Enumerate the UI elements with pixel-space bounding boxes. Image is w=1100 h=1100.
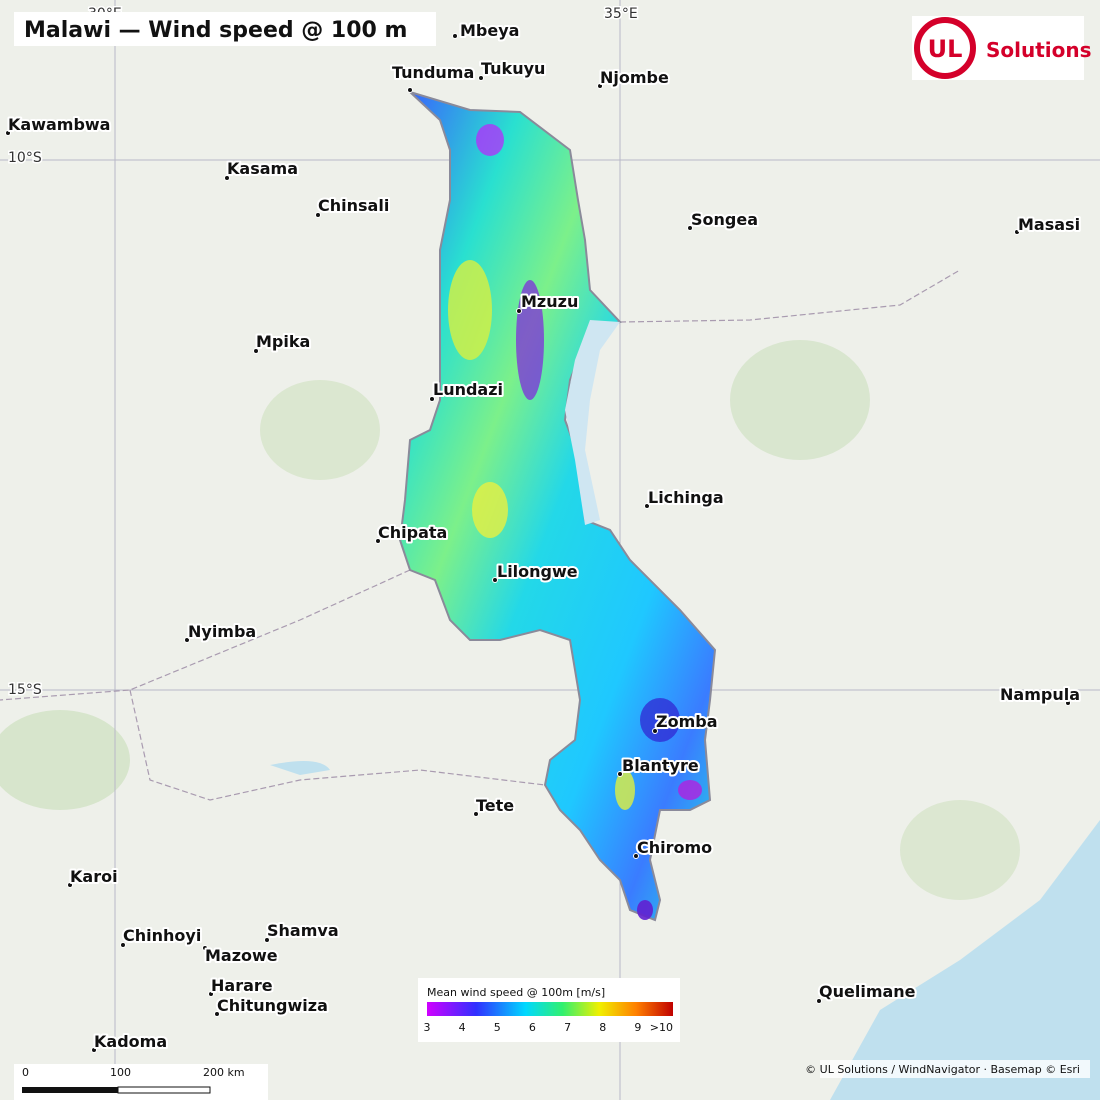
- legend-tick-label: 5: [494, 1021, 501, 1034]
- latitude-label: 10°S: [8, 150, 42, 166]
- lake-malawi: [565, 320, 620, 525]
- park: [900, 800, 1020, 900]
- wind-patches: [448, 124, 702, 920]
- city-dot: [253, 348, 259, 354]
- city-dot: [478, 75, 484, 81]
- city-label: Harare: [211, 976, 273, 995]
- city-dot: [633, 853, 639, 859]
- logo-ring: [914, 17, 976, 79]
- city-dot: [67, 882, 73, 888]
- title-box: [14, 12, 436, 46]
- city-label: Chitungwiza: [217, 996, 328, 1015]
- city-dot: [473, 811, 479, 817]
- city-dot: [429, 396, 435, 402]
- city-dot: [184, 637, 190, 643]
- city-dot: [120, 942, 126, 948]
- city-label: Zomba: [656, 712, 718, 731]
- legend-tick-label: 9: [634, 1021, 641, 1034]
- city-dot: [452, 33, 458, 39]
- city-dot: [264, 937, 270, 943]
- legend-title: Mean wind speed @ 100m [m/s]: [427, 986, 605, 999]
- city-dot: [202, 945, 208, 951]
- city-dot: [644, 503, 650, 509]
- attribution-box: [820, 1060, 1090, 1078]
- city-dot: [5, 130, 11, 136]
- city-label: Chipata: [378, 523, 447, 542]
- city-label: Tukuyu: [481, 59, 545, 78]
- legend-tick-label: >10: [650, 1021, 673, 1034]
- city-label: Chinsali: [318, 196, 389, 215]
- legend-tick-label: 8: [599, 1021, 606, 1034]
- city-dot: [617, 771, 623, 777]
- park: [0, 710, 130, 810]
- city-label: Tete: [476, 796, 514, 815]
- city-label: Njombe: [600, 68, 669, 87]
- city-label: Tunduma: [392, 63, 474, 82]
- logo-box: [912, 16, 1084, 80]
- city-label: Songea: [691, 210, 758, 229]
- city-label: Masasi: [1018, 215, 1080, 234]
- city-label: Lichinga: [648, 488, 724, 507]
- scale-label: 200 km: [203, 1066, 245, 1079]
- ocean: [830, 820, 1100, 1100]
- city-dot: [1014, 229, 1020, 235]
- city-dot: [91, 1047, 97, 1053]
- city-label: Karoi: [70, 867, 118, 886]
- city-dot: [208, 991, 214, 997]
- attribution: © UL Solutions / WindNavigator · Basemap…: [805, 1063, 1080, 1076]
- city-label: Mbeya: [460, 21, 519, 40]
- city-label: Lundazi: [433, 380, 503, 399]
- city-dot: [516, 308, 522, 314]
- city-dot: [214, 1011, 220, 1017]
- city-dot: [652, 728, 658, 734]
- longitude-label: 35°E: [604, 6, 638, 22]
- city-dot: [816, 998, 822, 1004]
- legend-ticks: 3 4 5 6 7 8 9 >10: [424, 1021, 674, 1034]
- scale-label: 0: [22, 1066, 29, 1079]
- legend-colorbar: [427, 1002, 673, 1016]
- city-dot: [224, 175, 230, 181]
- city-dot: [1065, 700, 1071, 706]
- city-label: Kadoma: [94, 1032, 167, 1051]
- scale-bar: [22, 1086, 211, 1094]
- city-label: Kasama: [227, 159, 298, 178]
- lake: [270, 761, 330, 775]
- city-label: Blantyre: [622, 756, 699, 775]
- city-label: Lilongwe: [497, 562, 578, 581]
- city-dot: [687, 225, 693, 231]
- city-label: Mazowe: [205, 946, 278, 965]
- city-label: Chinhoyi: [123, 926, 201, 945]
- city-label: Kawambwa: [8, 115, 110, 134]
- city-label: Quelimane: [819, 982, 916, 1001]
- logo-mark: UL: [928, 35, 963, 63]
- city-label: Shamva: [267, 921, 339, 940]
- borders: [0, 269, 961, 801]
- city-dot: [315, 212, 321, 218]
- city-dot: [492, 577, 498, 583]
- scale-label: 100: [110, 1066, 131, 1079]
- legend-tick-label: 3: [424, 1021, 431, 1034]
- city-label: Nampula: [1000, 685, 1080, 704]
- city-label: Mpika: [256, 332, 310, 351]
- city-label: Chiromo: [637, 838, 712, 857]
- city-dot: [375, 538, 381, 544]
- city-label: Mzuzu: [521, 292, 578, 311]
- logo-text: Solutions: [986, 38, 1092, 62]
- city-label: Nyimba: [188, 622, 256, 641]
- park: [730, 340, 870, 460]
- scale-box: [14, 1064, 268, 1100]
- legend-tick-label: 4: [459, 1021, 466, 1034]
- city-layer: Mbeya Tunduma Tukuyu Njombe Kawambwa Kasama Ch…: [5, 19, 1082, 1053]
- legend-tick-label: 7: [564, 1021, 571, 1034]
- city-dot: [597, 83, 603, 89]
- title: Malawi — Wind speed @ 100 m: [24, 18, 407, 43]
- latitude-label: 15°S: [8, 682, 42, 698]
- city-dot: [407, 87, 413, 93]
- park: [260, 380, 380, 480]
- legend-tick-label: 6: [529, 1021, 536, 1034]
